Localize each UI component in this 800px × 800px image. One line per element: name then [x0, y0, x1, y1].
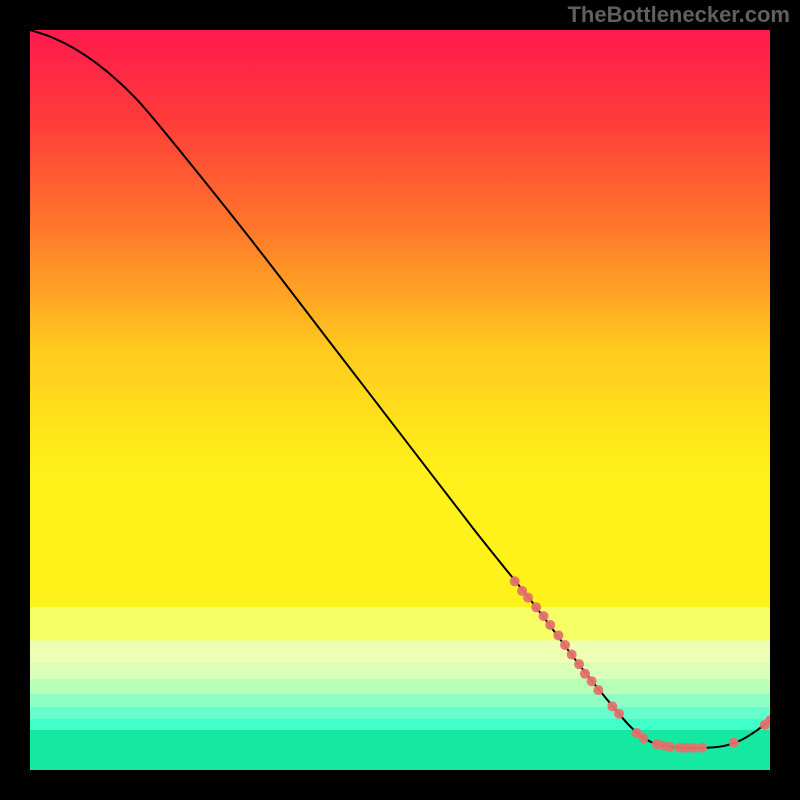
- chart-frame: TheBottlenecker.com: [0, 0, 800, 800]
- chart-svg: [30, 30, 770, 770]
- plot-area: [30, 30, 770, 770]
- chart-background: [30, 30, 770, 608]
- watermark-text: TheBottlenecker.com: [567, 2, 790, 28]
